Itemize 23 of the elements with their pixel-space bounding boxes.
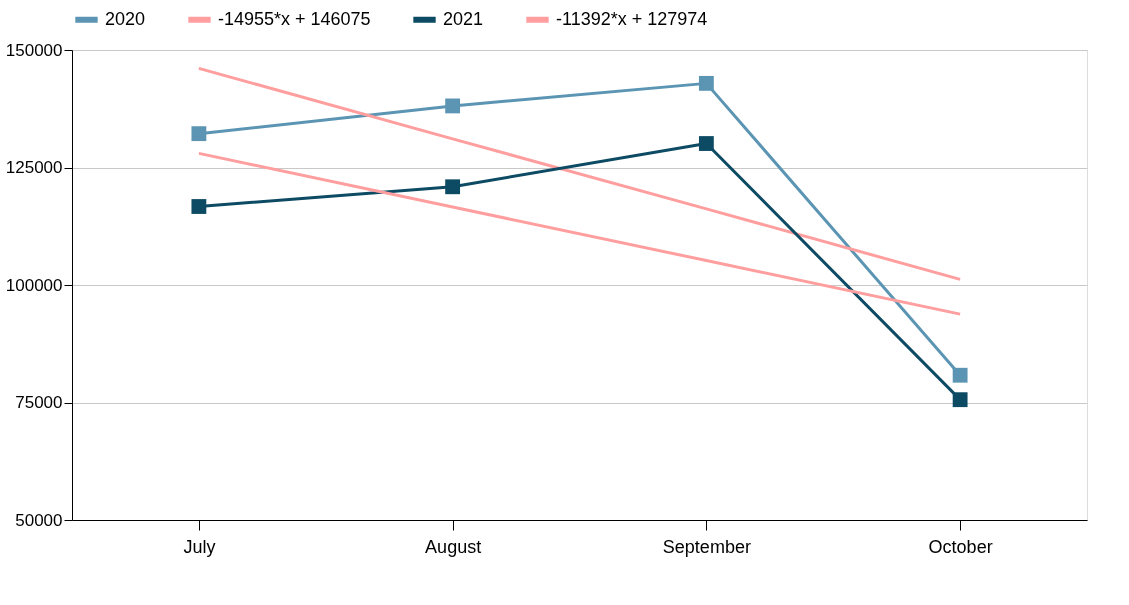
legend-label: 2020 — [105, 8, 146, 29]
legend-label: 2021 — [443, 8, 484, 29]
x-tick-label: August — [425, 536, 482, 557]
line-series — [197, 66, 962, 281]
point — [698, 136, 714, 151]
line-series — [197, 151, 962, 316]
point — [952, 392, 968, 408]
point — [191, 126, 207, 142]
x-tick-label: July — [183, 536, 216, 557]
legend-label: -11392*x + 127974 — [556, 8, 708, 29]
point — [445, 98, 461, 114]
x-tick-label: October — [928, 536, 993, 557]
point — [698, 75, 714, 91]
legend-label: -14955*x + 146075 — [218, 8, 371, 29]
y-tick-label: 50000 — [15, 510, 63, 530]
point — [191, 199, 207, 214]
point — [445, 179, 461, 195]
y-tick-label: 125000 — [5, 158, 63, 177]
y-tick-label: 150000 — [5, 40, 63, 60]
x-tick-label: September — [662, 536, 751, 557]
y-tick-label: 75000 — [15, 393, 63, 412]
point — [952, 367, 968, 383]
y-tick-label: 100000 — [5, 275, 63, 295]
